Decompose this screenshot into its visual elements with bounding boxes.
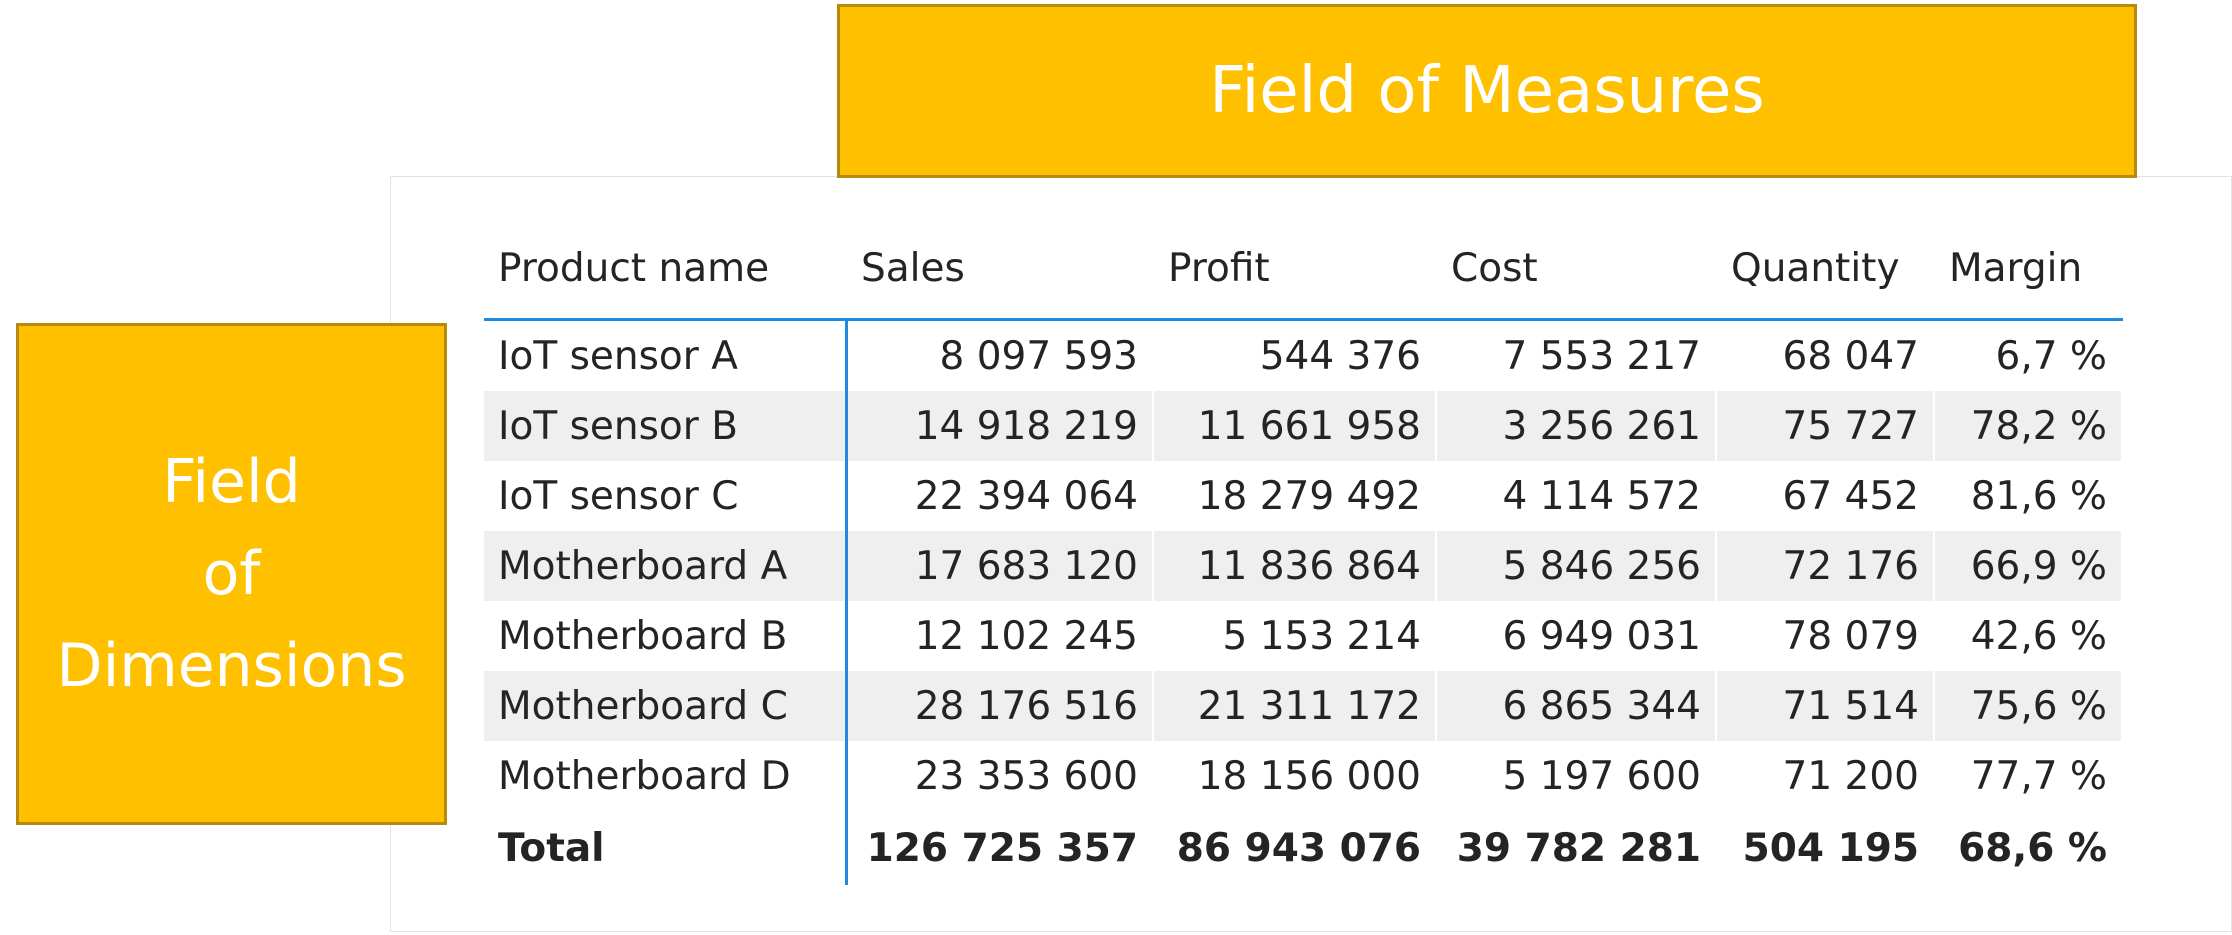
quantity-cell: 71 200 [1716, 741, 1935, 811]
quantity-cell: 67 452 [1716, 461, 1935, 531]
total-profit: 86 943 076 [1153, 811, 1437, 885]
quantity-cell: 72 176 [1716, 531, 1935, 601]
sales-cell: 14 918 219 [846, 391, 1154, 461]
margin-cell: 6,7 % [1934, 319, 2123, 391]
sales-cell: 28 176 516 [846, 671, 1154, 741]
cost-cell: 6 949 031 [1436, 601, 1717, 671]
table-row: IoT sensor A 8 097 593 544 376 7 553 217… [484, 319, 2123, 391]
column-header-quantity[interactable]: Quantity [1716, 218, 1935, 321]
cost-cell: 5 846 256 [1436, 531, 1717, 601]
product-name-cell: IoT sensor C [484, 461, 848, 531]
product-name-cell: Motherboard D [484, 741, 848, 811]
profit-cell: 5 153 214 [1153, 601, 1437, 671]
total-quantity: 504 195 [1716, 811, 1935, 885]
dimensions-banner-line-1: Field [162, 447, 301, 517]
margin-cell: 75,6 % [1934, 671, 2123, 741]
column-header-profit[interactable]: Profit [1153, 218, 1437, 321]
profit-cell: 544 376 [1153, 319, 1437, 391]
margin-cell: 42,6 % [1934, 601, 2123, 671]
sales-cell: 17 683 120 [846, 531, 1154, 601]
dimensions-banner: Field of Dimensions [16, 323, 447, 825]
cost-cell: 5 197 600 [1436, 741, 1717, 811]
total-margin: 68,6 % [1934, 811, 2123, 885]
table-row: IoT sensor C 22 394 064 18 279 492 4 114… [484, 461, 2123, 531]
measures-banner-label: Field of Measures [1209, 54, 1765, 128]
cost-cell: 3 256 261 [1436, 391, 1717, 461]
table-row: Motherboard B 12 102 245 5 153 214 6 949… [484, 601, 2123, 671]
profit-cell: 11 836 864 [1153, 531, 1437, 601]
product-name-cell: Motherboard A [484, 531, 848, 601]
profit-cell: 18 156 000 [1153, 741, 1437, 811]
sales-cell: 12 102 245 [846, 601, 1154, 671]
profit-cell: 21 311 172 [1153, 671, 1437, 741]
header-row: Product name Sales Profit Cost Quantity … [484, 218, 2123, 321]
profit-cell: 18 279 492 [1153, 461, 1437, 531]
total-label: Total [484, 811, 848, 885]
total-row: Total 126 725 357 86 943 076 39 782 281 … [484, 811, 2123, 885]
cost-cell: 4 114 572 [1436, 461, 1717, 531]
sales-cell: 22 394 064 [846, 461, 1154, 531]
margin-cell: 77,7 % [1934, 741, 2123, 811]
table-row: Motherboard C 28 176 516 21 311 172 6 86… [484, 671, 2123, 741]
quantity-cell: 75 727 [1716, 391, 1935, 461]
product-name-cell: IoT sensor B [484, 391, 848, 461]
column-header-product-name[interactable]: Product name [484, 218, 847, 321]
cost-cell: 7 553 217 [1436, 319, 1717, 391]
table-row: Motherboard D 23 353 600 18 156 000 5 19… [484, 741, 2123, 811]
margin-cell: 78,2 % [1934, 391, 2123, 461]
column-header-cost[interactable]: Cost [1436, 218, 1717, 321]
column-header-sales[interactable]: Sales [846, 218, 1154, 321]
margin-cell: 81,6 % [1934, 461, 2123, 531]
total-cost: 39 782 281 [1436, 811, 1717, 885]
total-sales: 126 725 357 [846, 811, 1154, 885]
column-header-margin[interactable]: Margin [1934, 218, 2123, 321]
table-row: IoT sensor B 14 918 219 11 661 958 3 256… [484, 391, 2123, 461]
table-row: Motherboard A 17 683 120 11 836 864 5 84… [484, 531, 2123, 601]
cost-cell: 6 865 344 [1436, 671, 1717, 741]
product-name-cell: Motherboard C [484, 671, 848, 741]
product-name-cell: Motherboard B [484, 601, 848, 671]
product-name-cell: IoT sensor A [484, 319, 848, 391]
dimensions-banner-line-3: Dimensions [56, 631, 407, 701]
quantity-cell: 78 079 [1716, 601, 1935, 671]
margin-cell: 66,9 % [1934, 531, 2123, 601]
sales-cell: 8 097 593 [846, 319, 1154, 391]
measures-banner: Field of Measures [837, 4, 2137, 178]
profit-cell: 11 661 958 [1153, 391, 1437, 461]
dimensions-banner-line-2: of [202, 539, 261, 609]
quantity-cell: 71 514 [1716, 671, 1935, 741]
sales-cell: 23 353 600 [846, 741, 1154, 811]
quantity-cell: 68 047 [1716, 319, 1935, 391]
product-matrix-table: Product name Sales Profit Cost Quantity … [484, 218, 2123, 885]
